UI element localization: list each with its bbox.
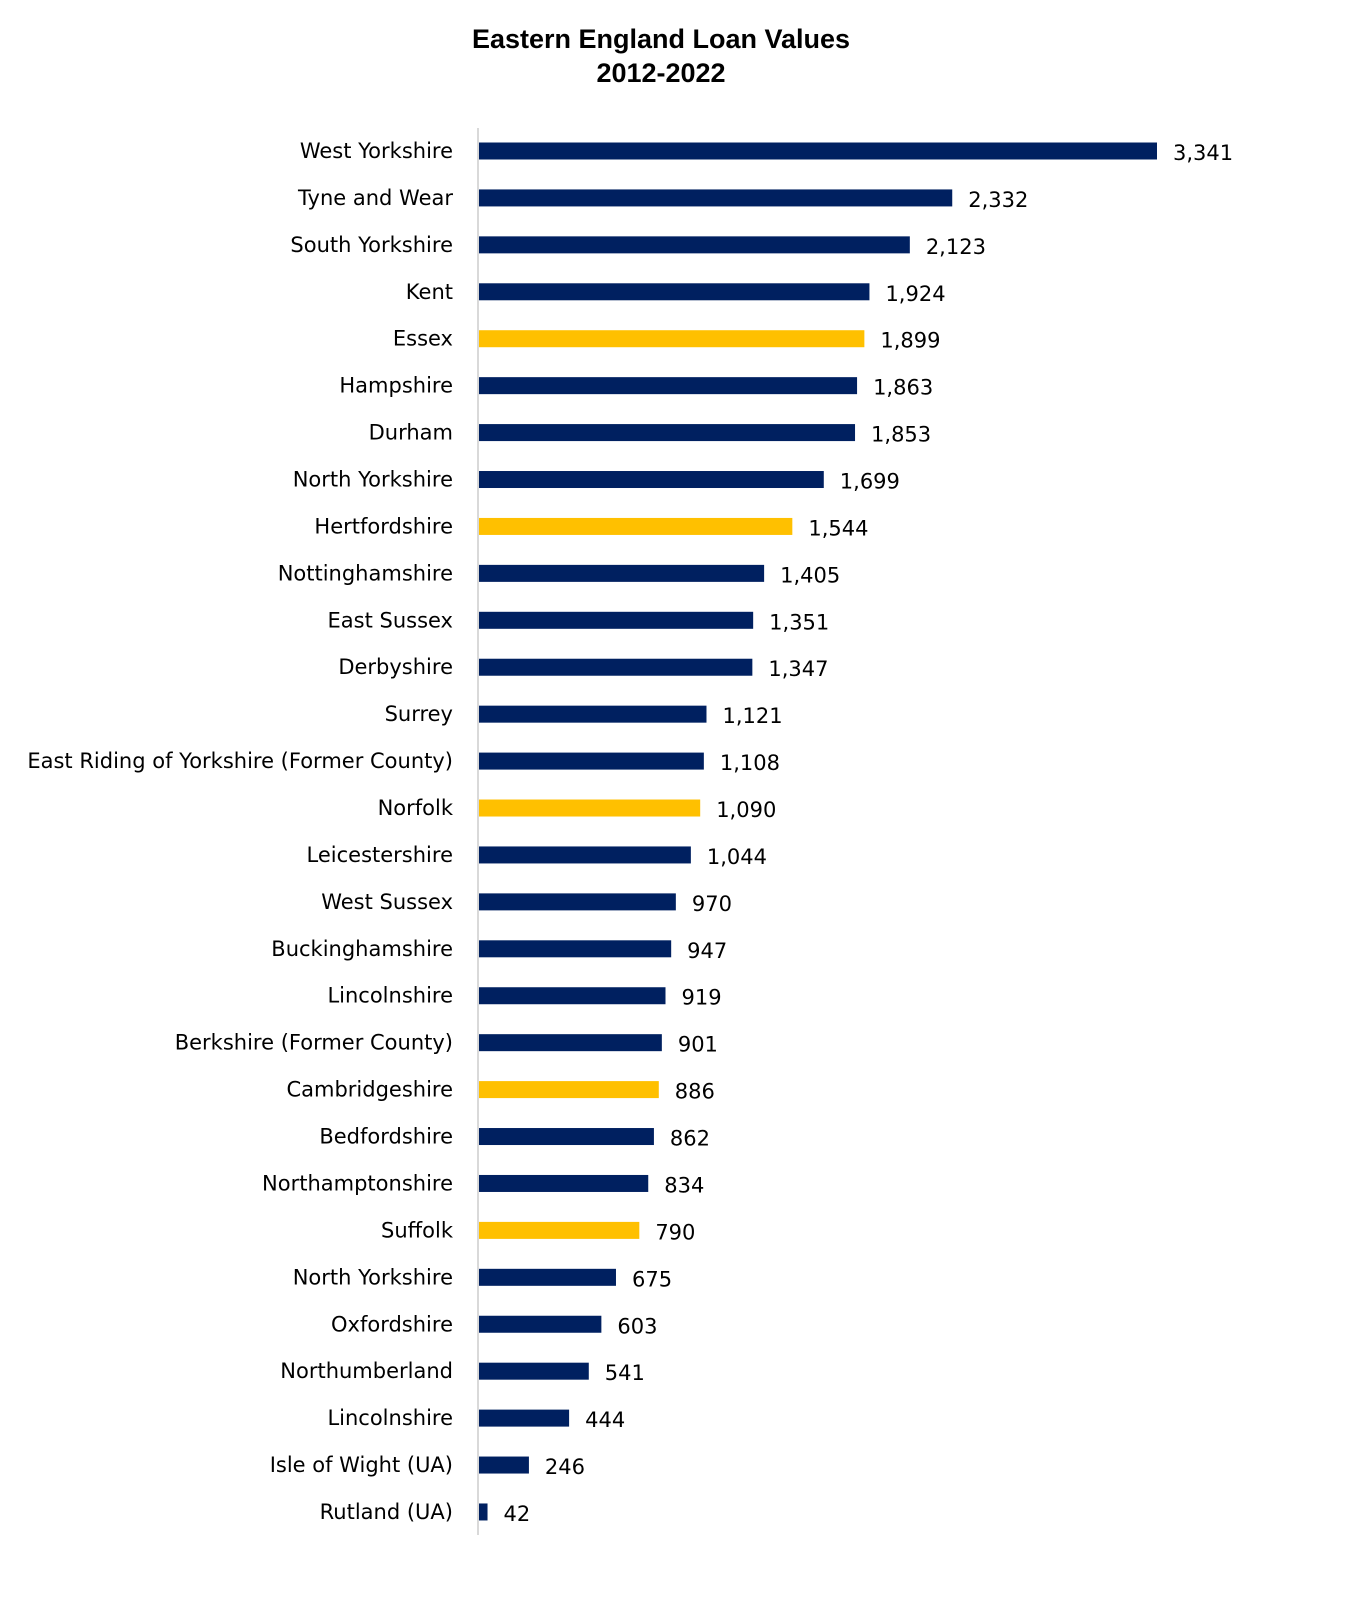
category-label: West Yorkshire bbox=[300, 139, 453, 163]
data-label: 1,351 bbox=[769, 610, 829, 634]
category-label: Lincolnshire bbox=[327, 1406, 453, 1430]
data-label: 1,108 bbox=[720, 751, 780, 775]
bar bbox=[479, 658, 753, 676]
category-label: Hampshire bbox=[339, 374, 453, 398]
data-label: 1,544 bbox=[808, 516, 868, 540]
category-label: Bedfordshire bbox=[319, 1125, 453, 1149]
category-label: North Yorkshire bbox=[293, 468, 453, 492]
category-label: Tyne and Wear bbox=[297, 186, 453, 210]
category-label: Hertfordshire bbox=[314, 514, 453, 538]
data-label: 603 bbox=[617, 1314, 657, 1338]
data-label: 970 bbox=[692, 892, 732, 916]
bar bbox=[479, 1409, 570, 1427]
data-label: 2,123 bbox=[926, 235, 986, 259]
bar bbox=[479, 189, 953, 207]
category-label: Durham bbox=[369, 421, 453, 445]
bar bbox=[479, 283, 870, 301]
bar bbox=[479, 1362, 589, 1380]
category-label: Isle of Wight (UA) bbox=[270, 1453, 453, 1477]
data-label: 246 bbox=[545, 1455, 585, 1479]
category-label: Berkshire (Former County) bbox=[175, 1031, 453, 1055]
data-label: 919 bbox=[681, 986, 721, 1010]
data-label: 901 bbox=[678, 1033, 718, 1057]
category-label: Leicestershire bbox=[307, 843, 453, 867]
bar bbox=[479, 1081, 659, 1099]
bar bbox=[479, 236, 910, 254]
category-label: Cambridgeshire bbox=[286, 1078, 453, 1102]
data-label: 886 bbox=[675, 1080, 715, 1104]
data-label: 1,121 bbox=[722, 704, 782, 728]
bar bbox=[479, 846, 691, 864]
category-label: South Yorkshire bbox=[290, 233, 453, 257]
category-label: Northumberland bbox=[280, 1359, 453, 1383]
data-label: 1,924 bbox=[885, 282, 945, 306]
bar bbox=[479, 1315, 602, 1333]
data-label: 790 bbox=[655, 1220, 695, 1244]
bar bbox=[479, 1268, 616, 1286]
data-label: 1,090 bbox=[716, 798, 776, 822]
data-label: 675 bbox=[632, 1267, 672, 1291]
chart-title-line-2: 2012-2022 bbox=[596, 58, 726, 88]
data-label: 42 bbox=[504, 1502, 531, 1526]
bar bbox=[479, 940, 672, 958]
bar bbox=[479, 424, 856, 442]
category-label: Derbyshire bbox=[338, 655, 453, 679]
data-label: 3,341 bbox=[1173, 141, 1233, 165]
category-label: Buckinghamshire bbox=[271, 937, 453, 961]
category-label: Kent bbox=[406, 280, 453, 304]
data-label: 1,347 bbox=[768, 657, 828, 681]
bar bbox=[479, 1456, 529, 1474]
data-label: 1,863 bbox=[873, 376, 933, 400]
category-label: Northamptonshire bbox=[262, 1171, 453, 1195]
data-label: 1,699 bbox=[840, 470, 900, 494]
bar bbox=[479, 142, 1157, 160]
bar bbox=[479, 752, 704, 770]
data-label: 947 bbox=[687, 939, 727, 963]
category-label: Surrey bbox=[385, 702, 453, 726]
category-label: Essex bbox=[393, 327, 453, 351]
bar bbox=[479, 471, 824, 489]
bar bbox=[479, 611, 754, 629]
data-label: 1,405 bbox=[780, 563, 840, 587]
data-label: 1,044 bbox=[707, 845, 767, 869]
category-label: West Sussex bbox=[321, 890, 453, 914]
bar bbox=[479, 705, 707, 723]
bar bbox=[479, 1503, 488, 1521]
bar bbox=[479, 799, 701, 817]
bar bbox=[479, 1174, 649, 1192]
category-label: East Riding of Yorkshire (Former County) bbox=[27, 749, 453, 773]
data-label: 541 bbox=[605, 1361, 645, 1385]
bar bbox=[479, 987, 666, 1005]
category-label: North Yorkshire bbox=[293, 1265, 453, 1289]
bar bbox=[479, 1034, 662, 1052]
chart-title: Eastern England Loan Values 2012-2022 bbox=[0, 22, 1322, 90]
chart-title-line-1: Eastern England Loan Values bbox=[471, 24, 851, 54]
bar bbox=[479, 1221, 640, 1239]
bar bbox=[479, 330, 865, 348]
data-label: 2,332 bbox=[968, 188, 1028, 212]
data-label: 834 bbox=[664, 1173, 704, 1197]
category-label: Oxfordshire bbox=[331, 1312, 453, 1336]
category-label: East Sussex bbox=[328, 608, 454, 632]
bar bbox=[479, 517, 793, 535]
category-label: Suffolk bbox=[381, 1218, 454, 1242]
bar bbox=[479, 564, 765, 582]
data-label: 444 bbox=[585, 1408, 625, 1432]
category-label: Rutland (UA) bbox=[320, 1500, 453, 1524]
bar bbox=[479, 377, 858, 395]
data-label: 862 bbox=[670, 1127, 710, 1151]
category-label: Lincolnshire bbox=[327, 984, 453, 1008]
bar bbox=[479, 893, 676, 911]
category-label: Norfolk bbox=[378, 796, 454, 820]
bar bbox=[479, 1128, 654, 1146]
data-label: 1,899 bbox=[880, 329, 940, 353]
data-label: 1,853 bbox=[871, 423, 931, 447]
category-label: Nottinghamshire bbox=[278, 561, 453, 585]
